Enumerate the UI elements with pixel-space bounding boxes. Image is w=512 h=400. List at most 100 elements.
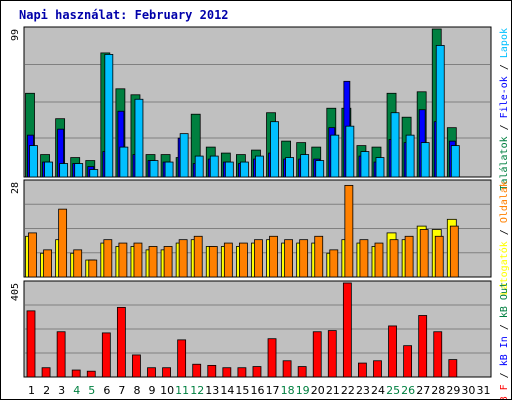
legend-visits: Látogatók / Oldalak: [498, 181, 510, 295]
legend-item-kbytes-4: kB Out: [499, 282, 510, 318]
bar-kb_f-day-5: [86, 370, 96, 378]
legend-item-visits-1: /: [499, 223, 510, 241]
bar-pages-day-10: [164, 161, 174, 178]
bar-kb_f-day-1: [26, 310, 36, 378]
bar-kb_f-day-15: [237, 367, 247, 378]
bar-kb_in-day-20: [314, 235, 324, 278]
y-max-label-visits: 28: [10, 182, 21, 194]
bar-kb_f-day-18: [282, 360, 292, 378]
legend-item-hits-files-pages-1: /: [499, 118, 510, 136]
x-tick-label-day-16: 16: [251, 384, 265, 397]
x-tick-label-day-6: 6: [103, 384, 110, 397]
bar-pages-day-16: [255, 155, 264, 178]
bar-pages-day-4: [74, 163, 84, 178]
x-tick-label-day-18: 18: [281, 384, 295, 397]
x-tick-label-day-31: 31: [476, 384, 490, 397]
bar-pages-day-21: [330, 134, 340, 178]
x-tick-label-day-19: 19: [296, 384, 310, 397]
bar-kb_f-day-11: [177, 339, 187, 378]
bar-kb_in-day-6: [103, 239, 113, 278]
bar-kb_in-day-8: [133, 242, 143, 278]
bar-kb_in-day-10: [163, 246, 173, 278]
bar-pages-day-24: [375, 157, 385, 178]
bar-kb_f-day-10: [162, 367, 171, 378]
bar-kb_in-day-29: [449, 225, 459, 278]
x-tick-label-day-27: 27: [416, 384, 430, 397]
bar-kb_in-day-28: [434, 235, 444, 278]
bar-kb_in-day-7: [118, 242, 128, 278]
bar-kb_in-day-1: [28, 232, 37, 278]
bar-kb_in-day-3: [58, 208, 68, 278]
legend-item-hits-files-pages-2: File-ok: [499, 76, 510, 118]
bar-pages-day-22: [345, 125, 355, 178]
bar-kb_f-day-7: [116, 306, 126, 378]
bar-kb_f-day-9: [147, 367, 156, 378]
bar-kb_f-day-24: [373, 360, 382, 378]
bar-kb_f-day-23: [358, 362, 367, 378]
bar-kb_in-day-22: [344, 184, 354, 278]
bar-pages-day-11: [179, 133, 189, 178]
bar-kb_in-day-24: [374, 242, 384, 278]
bar-kb_f-day-13: [207, 364, 217, 378]
bar-kb_in-day-11: [178, 239, 188, 278]
bar-pages-day-7: [119, 146, 129, 178]
bar-kb_in-day-23: [359, 239, 369, 278]
bar-pages-day-5: [89, 169, 99, 178]
x-tick-label-day-12: 12: [190, 384, 204, 397]
bar-kb_f-day-14: [222, 367, 232, 378]
legend-item-hits-files-pages-3: /: [499, 58, 510, 76]
bar-kb_in-day-25: [389, 239, 399, 278]
bar-kb_in-day-21: [329, 249, 339, 278]
bar-pages-day-9: [149, 160, 159, 178]
legend-item-kbytes-1: /: [499, 366, 510, 384]
x-tick-label-day-26: 26: [401, 384, 415, 397]
bar-kb_in-day-18: [284, 239, 293, 278]
x-tick-label-day-25: 25: [386, 384, 400, 397]
x-tick-label-day-14: 14: [220, 384, 234, 397]
bar-pages-day-12: [194, 155, 204, 178]
bar-kb_in-day-12: [193, 235, 203, 278]
bar-kb_in-day-5: [88, 259, 98, 278]
bar-pages-day-18: [285, 157, 294, 178]
bar-kb_f-day-2: [41, 367, 51, 378]
legend-kbytes: kB F / kB In / kB Out: [499, 282, 510, 399]
bar-pages-day-17: [270, 121, 279, 178]
x-tick-label-day-28: 28: [431, 384, 445, 397]
bar-pages-day-3: [59, 163, 69, 178]
bar-pages-day-19: [300, 154, 310, 178]
bar-kb_f-day-8: [132, 354, 141, 378]
bar-kb_f-day-17: [267, 338, 277, 378]
bar-pages-day-26: [405, 134, 415, 178]
bar-kb_f-day-26: [403, 345, 413, 378]
bar-kb_in-day-14: [223, 242, 233, 278]
x-tick-label-day-30: 30: [461, 384, 475, 397]
bar-pages-day-25: [390, 112, 400, 178]
bar-pages-day-6: [104, 54, 114, 178]
bar-kb_f-day-28: [433, 331, 443, 378]
x-tick-label-day-5: 5: [88, 384, 95, 397]
legend-item-hits-files-pages-4: Lapok: [499, 28, 510, 58]
y-max-label-kbytes: 405: [10, 283, 21, 301]
bar-kb_in-day-16: [254, 239, 263, 278]
x-tick-label-day-15: 15: [235, 384, 249, 397]
bar-kb_f-day-21: [327, 330, 337, 378]
bar-kb_in-day-9: [148, 246, 158, 278]
bar-kb_f-day-25: [388, 325, 397, 378]
bar-kb_f-day-29: [448, 359, 458, 378]
legend-item-kbytes-0: kB F: [499, 384, 510, 399]
bar-kb_in-day-13: [208, 246, 218, 278]
bar-kb_f-day-4: [71, 369, 81, 378]
bar-kb_in-day-4: [73, 249, 83, 278]
x-tick-label-day-29: 29: [446, 384, 460, 397]
x-tick-label-day-9: 9: [149, 384, 156, 397]
x-tick-label-day-13: 13: [205, 384, 219, 397]
legend-item-hits-files-pages-0: Találatok: [498, 136, 510, 190]
bar-kb_in-day-2: [43, 249, 52, 278]
x-tick-label-day-24: 24: [371, 384, 385, 397]
bar-kb_in-day-26: [404, 235, 414, 278]
y-max-label-hits-files-pages: 99: [10, 29, 21, 41]
bar-pages-day-20: [315, 160, 325, 178]
legend-item-kbytes-2: kB In: [499, 336, 510, 366]
bar-pages-day-14: [224, 161, 234, 178]
